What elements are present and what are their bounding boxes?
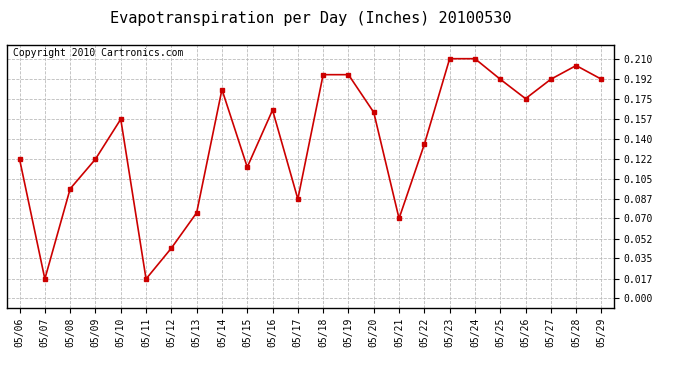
Text: Evapotranspiration per Day (Inches) 20100530: Evapotranspiration per Day (Inches) 2010… (110, 11, 511, 26)
Text: Copyright 2010 Cartronics.com: Copyright 2010 Cartronics.com (13, 48, 184, 58)
